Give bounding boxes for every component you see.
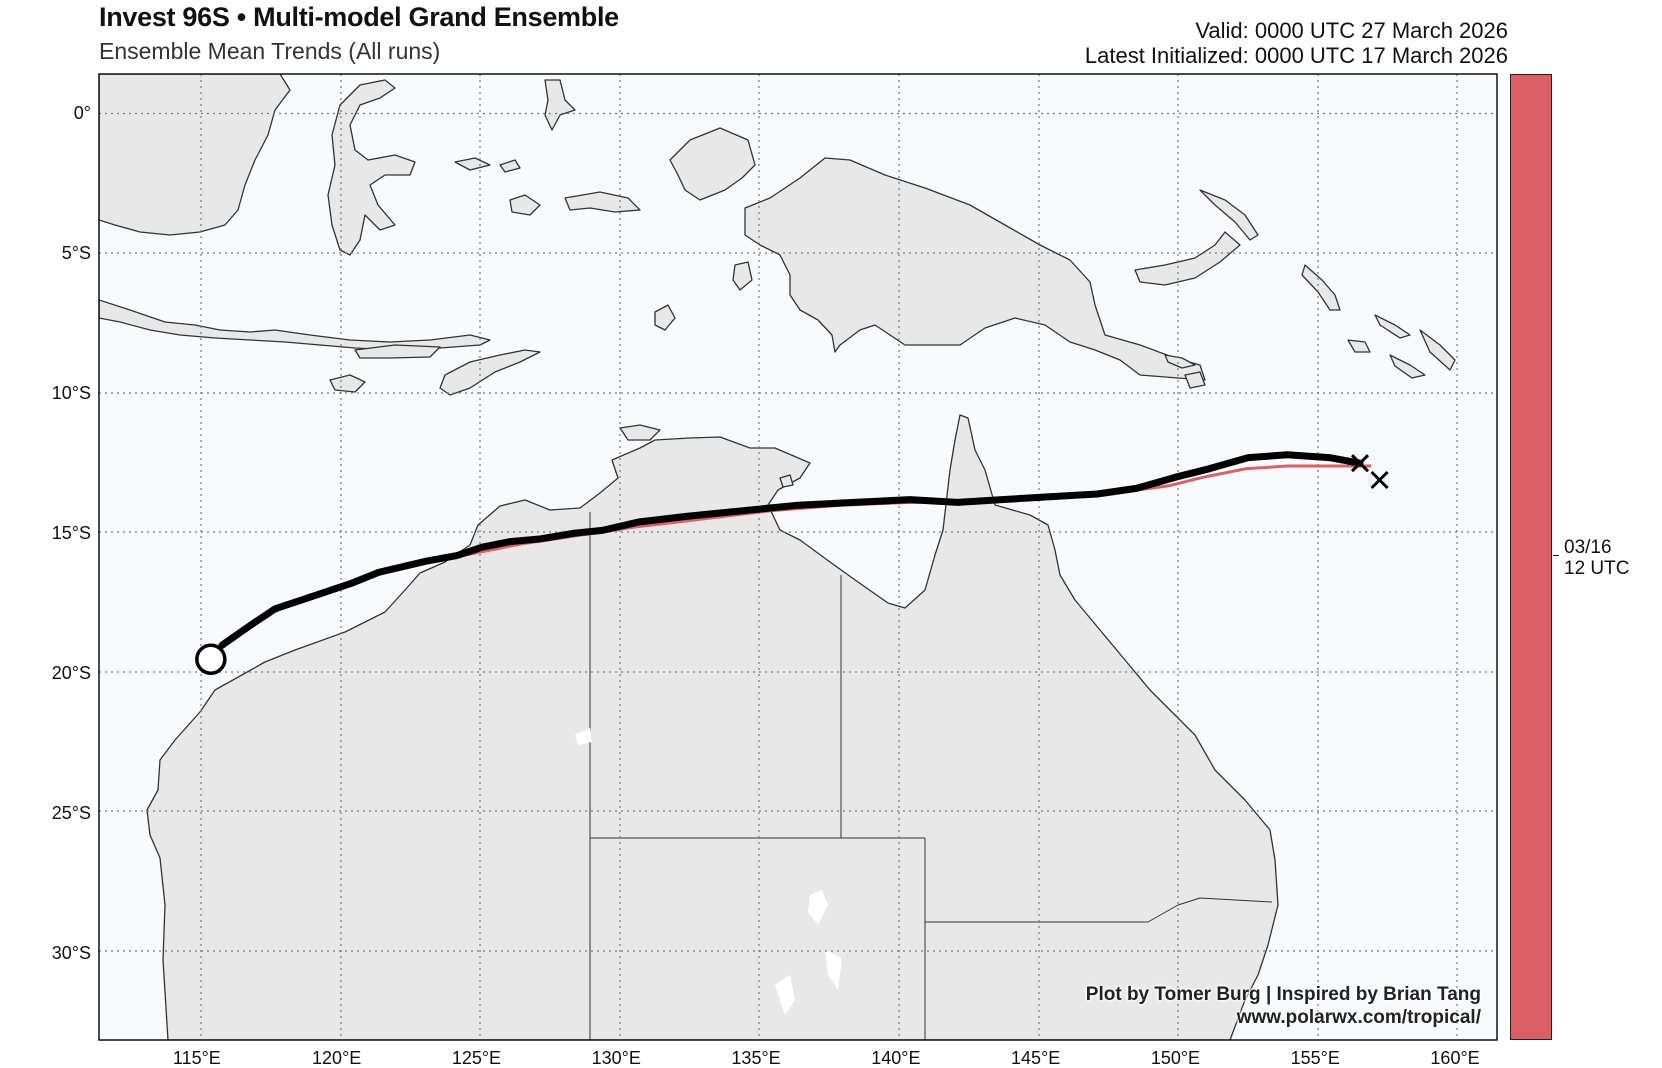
mean-x-mark	[1350, 454, 1370, 473]
colorbar-label: 03/16 12 UTC	[1564, 537, 1629, 579]
longitude-label: 135°E	[731, 1048, 780, 1068]
map-subtitle: Ensemble Mean Trends (All runs)	[99, 38, 441, 64]
lake	[825, 950, 842, 990]
land-solomon-2	[1389, 354, 1426, 379]
land-groote	[779, 474, 794, 488]
longitude-label: 155°E	[1291, 1048, 1340, 1068]
land-louisiade	[1164, 354, 1196, 369]
colorbar-tick	[1553, 555, 1559, 556]
land-australia	[146, 414, 1279, 1040]
map-title: Invest 96S • Multi-model Grand Ensemble	[99, 2, 619, 32]
mean-track-line	[218, 451, 1364, 649]
land-halmahera	[544, 79, 576, 131]
longitude-label: 130°E	[592, 1048, 641, 1068]
land-tanimbar	[654, 304, 676, 331]
initialized-time: Latest Initialized: 0000 UTC 17 March 20…	[1084, 43, 1508, 68]
land-borneo	[99, 74, 291, 236]
credit-url[interactable]: www.polarwx.com/tropical/	[1236, 1007, 1481, 1028]
latitude-label: 5°S	[62, 243, 91, 263]
land-melville	[619, 424, 661, 441]
land-solomon-1	[1374, 314, 1411, 339]
x-mark-stroke	[1370, 470, 1389, 490]
land-new-britain	[1134, 231, 1241, 286]
longitude-label: 115°E	[173, 1048, 221, 1068]
latitude-label: 15°S	[52, 523, 91, 543]
longitude-label: 150°E	[1151, 1048, 1200, 1068]
land-sumba	[329, 374, 366, 393]
land-new-guinea	[744, 157, 1206, 381]
land-timor	[439, 349, 541, 396]
land-flores	[354, 344, 441, 359]
land-solomon-3	[1419, 329, 1456, 371]
member-x-mark	[1370, 470, 1389, 490]
map-frame	[98, 73, 1498, 1041]
mean-track-end-circle	[195, 643, 227, 675]
land-birds-head	[669, 127, 756, 201]
lake	[808, 890, 828, 925]
latitude-label: 25°S	[52, 803, 91, 823]
land-banggai	[454, 157, 491, 171]
latitude-label: 20°S	[52, 663, 91, 683]
land-seram	[564, 191, 641, 213]
colorbar-label-time: 12 UTC	[1564, 558, 1630, 579]
colorbar-label-date: 03/16	[1564, 537, 1612, 558]
longitude-label: 160°E	[1430, 1048, 1479, 1068]
longitude-label: 145°E	[1011, 1048, 1060, 1068]
latitude-label: 0°	[74, 103, 91, 123]
x-mark-stroke	[1350, 454, 1370, 473]
latitude-label: 10°S	[52, 383, 91, 403]
land-buru	[509, 194, 541, 216]
colorbar	[1510, 74, 1552, 1040]
land-java-sumbawa	[99, 299, 491, 351]
lake	[775, 975, 795, 1015]
longitude-label: 125°E	[452, 1048, 501, 1068]
land-dentrecasteaux	[1184, 371, 1206, 389]
land-solomon-4	[1347, 339, 1371, 353]
longitude-label: 120°E	[312, 1048, 361, 1068]
longitude-label: 140°E	[871, 1048, 920, 1068]
lake	[575, 728, 592, 745]
graticule	[99, 74, 1497, 1040]
land-aru	[732, 261, 753, 291]
land-sula	[499, 159, 521, 173]
credit-author: Plot by Tomer Burg | Inspired by Brian T…	[1085, 984, 1481, 1005]
state-border-qld-nsw	[925, 897, 1273, 923]
land-new-ireland	[1199, 189, 1259, 241]
latitude-label: 30°S	[52, 943, 91, 963]
land-sulawesi	[327, 79, 416, 256]
land-bougainville	[1301, 264, 1341, 311]
valid-time: Valid: 0000 UTC 27 March 2026	[1195, 18, 1508, 43]
